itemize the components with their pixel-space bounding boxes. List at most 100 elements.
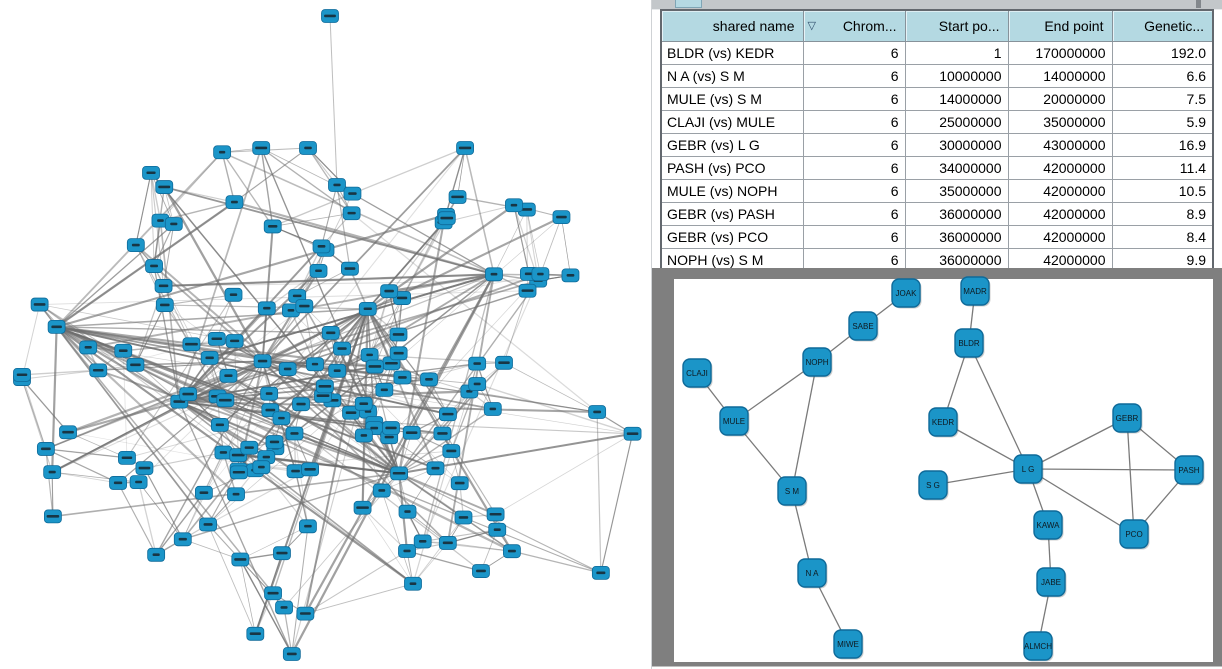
main-network-node[interactable] xyxy=(442,444,461,458)
table-cell[interactable]: 42000000 xyxy=(1007,156,1113,180)
column-header[interactable]: Start po... xyxy=(904,9,1009,42)
network-node[interactable]: JOAK xyxy=(891,278,922,309)
main-network-node[interactable] xyxy=(200,350,219,365)
table-row[interactable]: PASH (vs) PCO 6 34000000 42000000 11.4 xyxy=(660,156,1214,180)
main-network-node[interactable] xyxy=(296,606,315,621)
table-cell[interactable]: 36000000 xyxy=(904,202,1009,226)
network-node[interactable]: BLDR xyxy=(954,328,985,359)
main-network-node[interactable] xyxy=(135,461,154,476)
main-network-node[interactable] xyxy=(154,279,173,293)
main-network-node[interactable] xyxy=(282,647,301,661)
main-network-canvas[interactable] xyxy=(0,0,652,669)
main-network-node[interactable] xyxy=(126,357,145,372)
main-network-node[interactable] xyxy=(437,211,456,226)
main-network-node[interactable] xyxy=(257,301,276,316)
main-network-node[interactable] xyxy=(456,141,474,155)
main-network-node[interactable] xyxy=(420,372,438,387)
main-network-node[interactable] xyxy=(292,397,310,412)
table-cell[interactable]: 5.9 xyxy=(1111,110,1214,134)
main-network-node[interactable] xyxy=(210,417,229,432)
subnetwork-canvas[interactable] xyxy=(674,279,1213,662)
table-cell[interactable]: 6 xyxy=(802,41,906,65)
main-network-node[interactable] xyxy=(353,500,372,515)
table-cell[interactable]: 35000000 xyxy=(904,179,1009,203)
main-network-node[interactable] xyxy=(454,510,473,525)
main-network-node[interactable] xyxy=(173,532,192,547)
table-cell[interactable]: 14000000 xyxy=(1007,64,1113,88)
network-node[interactable]: ALMCH xyxy=(1023,631,1054,662)
table-cell[interactable]: 30000000 xyxy=(904,133,1009,157)
network-edge[interactable] xyxy=(968,342,1029,470)
main-network-node[interactable] xyxy=(354,428,373,443)
main-network-node[interactable] xyxy=(328,363,347,378)
table-cell[interactable]: 25000000 xyxy=(904,110,1009,134)
network-node[interactable]: S M xyxy=(777,476,808,507)
main-network-node[interactable] xyxy=(450,476,469,491)
main-network-node[interactable] xyxy=(213,145,232,160)
main-network-node[interactable] xyxy=(333,341,351,356)
table-cell[interactable]: 14000000 xyxy=(904,87,1009,111)
main-network-node[interactable] xyxy=(358,301,377,316)
table-cell[interactable]: 6 xyxy=(802,179,906,203)
table-cell[interactable]: PASH (vs) PCO xyxy=(660,156,804,180)
main-network-node[interactable] xyxy=(389,327,408,342)
main-network-node[interactable] xyxy=(299,519,317,534)
table-cell[interactable]: 10000000 xyxy=(904,64,1009,88)
table-row[interactable]: GEBR (vs) PASH 6 36000000 42000000 8.9 xyxy=(660,202,1214,226)
main-network-node[interactable] xyxy=(448,190,467,204)
network-edge[interactable] xyxy=(932,468,1029,486)
main-network-node[interactable] xyxy=(129,475,148,490)
main-network-node[interactable] xyxy=(142,165,160,180)
main-network-node[interactable] xyxy=(301,462,320,477)
table-cell[interactable]: N A (vs) S M xyxy=(660,64,804,88)
main-network-node[interactable] xyxy=(44,509,62,524)
main-network-node[interactable] xyxy=(30,297,49,312)
main-network-node[interactable] xyxy=(312,239,331,254)
main-network-node[interactable] xyxy=(343,186,362,201)
network-node[interactable]: PASH xyxy=(1174,455,1205,486)
table-cell[interactable]: 35000000 xyxy=(1007,110,1113,134)
main-network-node[interactable] xyxy=(182,337,201,352)
network-node[interactable]: SABE xyxy=(848,311,879,342)
table-row[interactable]: GEBR (vs) PCO 6 36000000 42000000 8.4 xyxy=(660,225,1214,249)
main-network-node[interactable] xyxy=(219,368,238,383)
main-network-node[interactable] xyxy=(252,460,271,475)
main-network-node[interactable] xyxy=(194,485,213,500)
main-network-node[interactable] xyxy=(285,426,304,441)
main-network-node[interactable] xyxy=(426,461,445,476)
table-cell[interactable]: 11.4 xyxy=(1111,156,1214,180)
main-network-node[interactable] xyxy=(315,379,334,394)
main-network-node[interactable] xyxy=(43,465,62,480)
main-network-node[interactable] xyxy=(321,9,339,23)
main-network-node[interactable] xyxy=(486,507,505,522)
table-row[interactable]: MULE (vs) S M 6 14000000 20000000 7.5 xyxy=(660,87,1214,111)
table-cell[interactable]: 6.6 xyxy=(1111,64,1214,88)
main-network-node[interactable] xyxy=(389,346,408,361)
main-network-node[interactable] xyxy=(265,435,284,449)
network-node[interactable]: PCO xyxy=(1119,519,1150,550)
table-cell[interactable]: 6 xyxy=(802,110,906,134)
network-edge[interactable] xyxy=(1027,417,1128,470)
table-cell[interactable]: 6 xyxy=(802,87,906,111)
panel-tab[interactable] xyxy=(675,0,702,8)
table-cell[interactable]: 8.9 xyxy=(1111,202,1214,226)
main-network-node[interactable] xyxy=(253,354,272,369)
main-network-node[interactable] xyxy=(468,356,487,371)
table-cell[interactable]: 42000000 xyxy=(1007,225,1113,249)
table-cell[interactable]: 34000000 xyxy=(904,156,1009,180)
network-node[interactable]: KAWA xyxy=(1033,510,1064,541)
network-edge[interactable] xyxy=(1126,417,1135,535)
main-network-node[interactable] xyxy=(433,426,452,441)
main-network-node[interactable] xyxy=(109,476,127,490)
main-network-node[interactable] xyxy=(264,586,282,601)
network-edge[interactable] xyxy=(791,361,818,492)
table-cell[interactable]: 8.4 xyxy=(1111,225,1214,249)
main-network-node[interactable] xyxy=(402,425,421,440)
main-network-node[interactable] xyxy=(552,210,571,225)
table-cell[interactable]: MULE (vs) S M xyxy=(660,87,804,111)
table-cell[interactable]: 6 xyxy=(802,156,906,180)
main-network-node[interactable] xyxy=(151,213,170,228)
main-network-node[interactable] xyxy=(488,522,507,537)
main-network-node[interactable] xyxy=(588,405,607,419)
network-node[interactable]: S G xyxy=(918,470,949,501)
